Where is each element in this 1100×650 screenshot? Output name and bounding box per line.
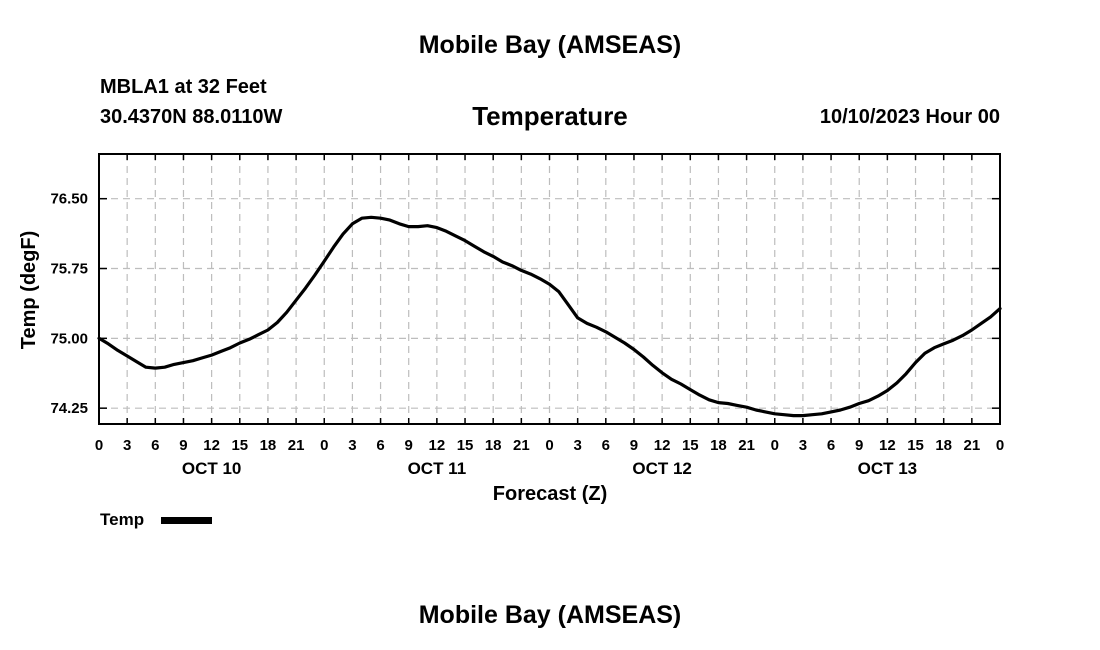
x-axis-label: Forecast (Z) [493, 483, 607, 505]
x-tick-label: 0 [545, 437, 553, 454]
y-tick-label: 76.50 [50, 191, 88, 208]
legend-label: Temp [100, 510, 144, 529]
y-axis-label: Temp (degF) [18, 231, 40, 350]
x-tick-label: 3 [799, 437, 807, 454]
x-tick-label: 0 [771, 437, 779, 454]
y-tick-label: 75.75 [50, 261, 88, 278]
x-tick-label: 18 [710, 437, 727, 454]
station-label: MBLA1 at 32 Feet [100, 76, 267, 98]
x-tick-label: 0 [320, 437, 328, 454]
x-day-label: OCT 12 [632, 459, 692, 478]
x-tick-label: 12 [654, 437, 671, 454]
data-series [97, 215, 1002, 418]
x-tick-label: 3 [348, 437, 356, 454]
x-tick-label: 18 [260, 437, 277, 454]
x-day-label: OCT 11 [408, 459, 467, 478]
plot-frame [98, 153, 1001, 425]
y-tick-label: 74.25 [50, 400, 88, 417]
forecast-date: 10/10/2023 Hour 00 [819, 106, 1000, 128]
x-tick-label: 15 [457, 437, 474, 454]
footer-title: Mobile Bay (AMSEAS) [418, 601, 682, 629]
grid-lines [99, 154, 1000, 424]
legend-swatch [161, 517, 212, 524]
chart-title: Mobile Bay (AMSEAS) [418, 31, 682, 59]
x-tick-label: 12 [203, 437, 220, 454]
axes: 0 3 6 9 12 15 18 21 0 3 6 9 12 15 18 21 0 3 6 9 12 15 18 21 0 3 6 9… [50, 153, 1004, 478]
x-tick-label: 21 [513, 437, 530, 454]
x-tick-label: 6 [151, 437, 159, 454]
x-tick-label: 21 [964, 437, 981, 454]
x-day-label: OCT 10 [182, 459, 242, 478]
x-tick-label: 9 [179, 437, 187, 454]
x-tick-label: 3 [573, 437, 581, 454]
x-tick-label: 9 [855, 437, 863, 454]
x-tick-label: 6 [827, 437, 835, 454]
x-tick-label: 21 [288, 437, 305, 454]
x-tick-label: 18 [935, 437, 952, 454]
coordinates-label: 30.4370N 88.0110W [100, 106, 283, 128]
x-tick-label: 3 [123, 437, 131, 454]
x-tick-label: 9 [630, 437, 638, 454]
x-tick-label: 0 [95, 437, 103, 454]
x-tick-label: 0 [996, 437, 1004, 454]
x-tick-label: 9 [405, 437, 413, 454]
x-tick-label: 6 [376, 437, 384, 454]
x-tick-label: 12 [429, 437, 446, 454]
x-tick-label: 21 [738, 437, 755, 454]
temp-series-line [97, 215, 1002, 418]
x-tick-label: 15 [907, 437, 924, 454]
x-tick-label: 15 [682, 437, 699, 454]
y-tick-label: 75.00 [50, 330, 88, 347]
x-tick-label: 12 [879, 437, 896, 454]
x-tick-label: 18 [485, 437, 502, 454]
x-day-label: OCT 13 [858, 459, 918, 478]
x-tick-label: 6 [602, 437, 610, 454]
plot-title: Temperature [472, 101, 628, 131]
x-tick-label: 15 [231, 437, 248, 454]
